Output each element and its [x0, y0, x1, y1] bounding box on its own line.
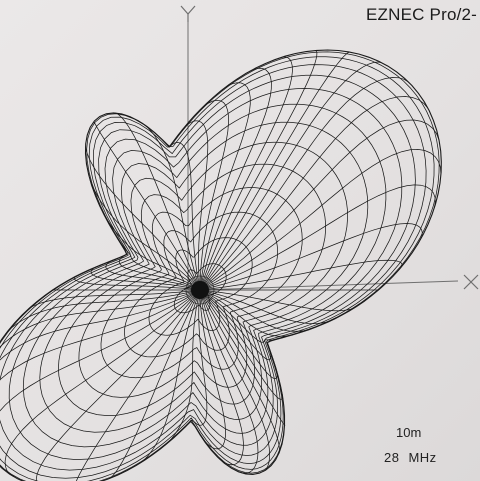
wireframe-meridian [199, 289, 244, 466]
wireframe-meridian [199, 259, 403, 291]
wireframe-ring [0, 74, 416, 471]
wireframe-ring [78, 163, 326, 398]
wireframe-meridian [75, 289, 201, 481]
wireframe-ring [100, 187, 303, 379]
wireframe-ring [39, 121, 369, 433]
wireframe-meridian [0, 289, 201, 412]
wireframe-meridian [166, 142, 201, 291]
wireframe-ring [0, 56, 435, 481]
y-axis-label: Y [180, 5, 196, 22]
band-label: 10m [396, 425, 422, 440]
wireframe-meridian [199, 51, 350, 291]
wireframe-meridian [199, 77, 409, 291]
pattern-wireframe [0, 49, 442, 481]
wireframe-ring [8, 88, 403, 460]
wireframe-ring [22, 103, 387, 448]
x-axis [199, 280, 459, 291]
wireframe-ring [124, 211, 278, 358]
wireframe-meridian [199, 67, 272, 291]
x-axis-label: X [463, 274, 479, 290]
wireframe-meridian [199, 96, 429, 291]
pattern-center [185, 275, 215, 305]
wireframe-meridian [199, 149, 442, 291]
frequency-value: 28 [384, 450, 400, 465]
wireframe-ring [173, 263, 227, 314]
pattern-outline [0, 49, 442, 481]
wireframe-ring [148, 237, 253, 336]
wireframe-ring [0, 51, 440, 481]
wireframe-ring [0, 64, 427, 479]
wireframe-meridian [0, 289, 201, 348]
wireframe-ring [58, 141, 348, 416]
frequency-label: 28 MHz [384, 450, 437, 465]
wireframe-meridian [85, 146, 201, 291]
wireframe-meridian [199, 184, 436, 291]
app-title: EZNEC Pro/2- [366, 5, 478, 24]
frequency-unit: MHz [408, 450, 437, 465]
